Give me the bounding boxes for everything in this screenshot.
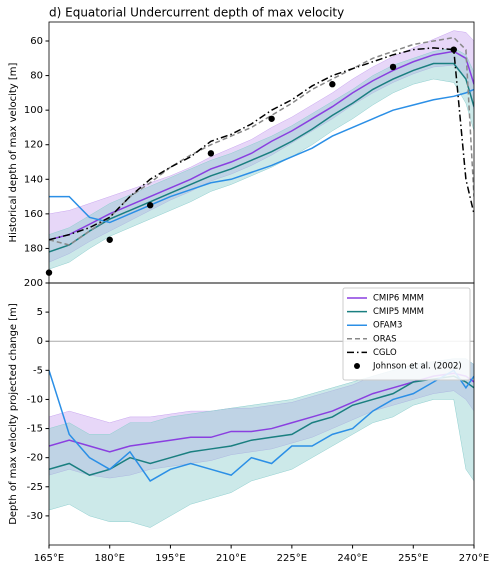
legend-label: Johnson et al. (2002) xyxy=(372,362,462,372)
axes-frame xyxy=(48,282,475,546)
plot-area xyxy=(49,30,474,270)
legend-label: OFAM3 xyxy=(373,321,402,331)
legend-label: CGLO xyxy=(373,348,397,358)
y-axis-label: Historical depth of max velocity [m] xyxy=(8,62,19,242)
y-tick-label: 120 xyxy=(24,140,43,151)
x-tick-label: 180°E xyxy=(95,553,125,564)
series-line xyxy=(49,47,474,241)
y-tick-label: -10 xyxy=(27,394,43,405)
y-tick-label: 140 xyxy=(24,174,43,185)
x-tick-label: 225°E xyxy=(277,553,307,564)
plot-area xyxy=(49,340,474,528)
y-tick-label: 160 xyxy=(24,209,43,220)
y-tick-label: -30 xyxy=(27,511,43,522)
series-line xyxy=(49,369,474,482)
series-line xyxy=(49,375,474,476)
obs-point xyxy=(106,236,113,243)
obs-point xyxy=(389,63,397,71)
series-line xyxy=(49,36,474,246)
y-tick-label: 80 xyxy=(30,71,43,82)
legend-marker xyxy=(354,363,360,369)
obs-point xyxy=(450,46,457,53)
y-tick-label: 60 xyxy=(30,36,43,47)
y-axis-label: Depth of max velocity projected change [… xyxy=(8,303,19,525)
y-tick-label: -15 xyxy=(27,424,43,435)
obs-point xyxy=(146,202,154,209)
series-line xyxy=(49,50,474,241)
x-tick-label: 270°E xyxy=(459,553,489,564)
legend-box xyxy=(342,287,471,381)
y-tick-label: 5 xyxy=(37,307,43,318)
y-tick-label: -25 xyxy=(27,482,43,493)
y-tick-label: -5 xyxy=(33,365,43,376)
legend-label: CMIP6 MMM xyxy=(373,294,424,304)
obs-point xyxy=(268,115,275,122)
y-tick-label: 180 xyxy=(24,243,43,254)
y-tick-label: 0 xyxy=(37,336,43,347)
spread-band xyxy=(49,358,474,479)
y-tick-label: 200 xyxy=(24,278,43,289)
legend-label: CMIP5 MMM xyxy=(373,307,424,317)
obs-point xyxy=(329,81,336,88)
series-line xyxy=(49,88,474,224)
spread-band xyxy=(49,47,474,270)
y-tick-label: -20 xyxy=(27,453,43,464)
x-tick-label: 240°E xyxy=(337,553,367,564)
x-tick-label: 255°E xyxy=(398,553,428,564)
y-tick-label: 100 xyxy=(24,105,43,116)
x-tick-label: 165°E xyxy=(34,553,64,564)
legend-label: ORAS xyxy=(373,334,396,344)
chart-title: d) Equatorial Undercurrent depth of max … xyxy=(49,6,344,20)
x-tick-label: 210°E xyxy=(216,553,246,564)
obs-point xyxy=(207,150,215,157)
x-tick-label: 195°E xyxy=(155,553,185,564)
series-line xyxy=(49,62,474,253)
